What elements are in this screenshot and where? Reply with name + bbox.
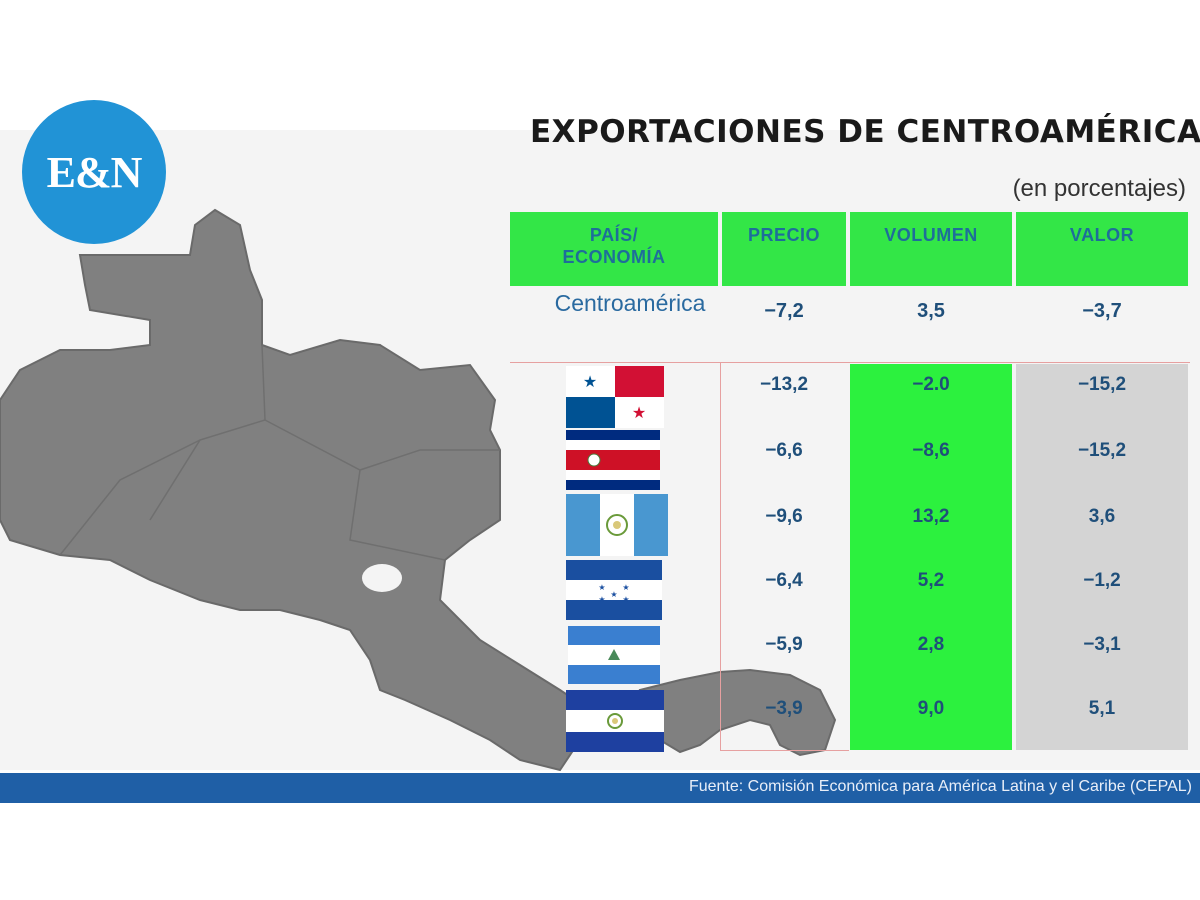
precio-column-frame bbox=[720, 362, 849, 751]
volumen-column-bg bbox=[850, 364, 1012, 750]
nicaragua-flag bbox=[568, 626, 660, 684]
cell-volumen: −2.0 bbox=[912, 374, 950, 395]
cell-volumen: 13,2 bbox=[912, 506, 950, 527]
cell-volumen: −8,6 bbox=[912, 440, 950, 461]
cell-precio: −5,9 bbox=[765, 634, 803, 655]
svg-text:★: ★ bbox=[598, 583, 605, 592]
cell-precio: −9,6 bbox=[765, 506, 803, 527]
table-body-frame bbox=[510, 362, 1190, 753]
cell-valor: −1,2 bbox=[1083, 570, 1121, 591]
source-text: Fuente: Comisión Económica para América … bbox=[688, 778, 1192, 795]
cell-valor: 5,1 bbox=[1088, 698, 1116, 719]
agg-volumen: 3,5 bbox=[917, 300, 945, 322]
chart-title: EXPORTACIONES DE CENTROAMÉRICA bbox=[530, 114, 1200, 150]
source-bar bbox=[0, 773, 1200, 803]
col-header-pais: PAÍS/ ECONOMÍA bbox=[510, 212, 718, 286]
costa-rica-flag bbox=[566, 430, 660, 490]
cell-precio: −6,6 bbox=[765, 440, 803, 461]
svg-text:★: ★ bbox=[632, 405, 646, 422]
map-landmass bbox=[0, 208, 582, 772]
cell-volumen: 5,2 bbox=[917, 570, 945, 591]
cell-precio: −6,4 bbox=[765, 570, 803, 591]
cell-valor: 3,6 bbox=[1088, 506, 1116, 527]
svg-text:★: ★ bbox=[622, 595, 629, 604]
valor-column-bg bbox=[1016, 364, 1188, 750]
agg-precio: −7,2 bbox=[764, 300, 804, 322]
agg-valor: −3,7 bbox=[1082, 300, 1122, 322]
el-salvador-flag bbox=[566, 690, 664, 752]
cell-volumen: 2,8 bbox=[917, 634, 945, 655]
logo-text: E&N bbox=[46, 147, 143, 197]
col-header-volumen: VOLUMEN bbox=[850, 212, 1012, 286]
svg-text:★: ★ bbox=[598, 595, 605, 604]
svg-text:★: ★ bbox=[583, 374, 597, 391]
col-header-precio: PRECIO bbox=[722, 212, 846, 286]
cell-valor: −15,2 bbox=[1077, 440, 1127, 461]
chart-subtitle: (en porcentajes) bbox=[1012, 175, 1186, 202]
cell-volumen: 9,0 bbox=[917, 698, 945, 719]
col-header-valor: VALOR bbox=[1016, 212, 1188, 286]
brand-logo: E&N bbox=[22, 100, 166, 244]
lake-nicaragua bbox=[362, 564, 402, 592]
guatemala-flag bbox=[566, 494, 668, 556]
border-lines bbox=[59, 344, 500, 561]
cell-valor: −3,1 bbox=[1083, 634, 1121, 655]
cell-valor: −15,2 bbox=[1077, 374, 1127, 395]
row-label-centroamerica: Centroamérica bbox=[554, 290, 706, 316]
svg-text:★: ★ bbox=[622, 583, 629, 592]
svg-text:★: ★ bbox=[610, 590, 617, 599]
panama-flag: ★ ★ bbox=[566, 366, 664, 428]
cell-precio: −3,9 bbox=[765, 698, 803, 719]
cell-precio: −13,2 bbox=[759, 374, 809, 395]
honduras-flag: ★ ★ ★ ★ ★ bbox=[566, 560, 662, 620]
